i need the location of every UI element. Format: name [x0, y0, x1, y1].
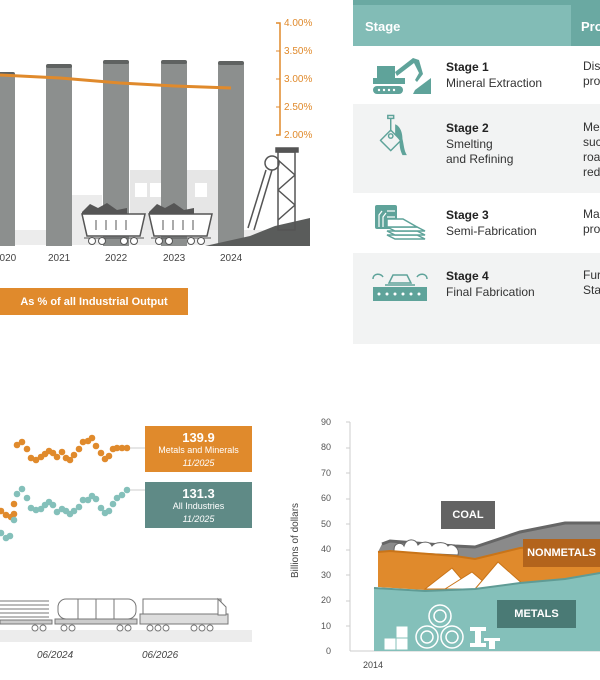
y-tick: 80 [320, 442, 331, 452]
bar-chart-graphic [0, 22, 310, 246]
y-tick: 90 [320, 417, 331, 427]
metals-label: METALS [497, 600, 576, 628]
bar-2021 [46, 64, 72, 246]
all-industries-label: All Industries [172, 501, 225, 511]
stage-number: Stage 3 [446, 208, 489, 222]
y-tick: 50 [320, 519, 331, 529]
year-label: 2022 [105, 253, 128, 264]
callout-metals-minerals: 139.9 Metals and Minerals 11/2025 [145, 426, 252, 472]
header-process: Pro [571, 5, 600, 46]
y-tick: 0 [325, 646, 331, 656]
stage-number: Stage 1 [446, 60, 489, 74]
y2-tick: 3.50% [284, 46, 313, 57]
year-label: 2024 [220, 253, 243, 264]
bar-2024 [218, 61, 244, 246]
bar-2020 [0, 72, 15, 246]
circuit-sheets-icon [375, 205, 426, 240]
y-tick: 70 [320, 468, 331, 478]
x-tick: 06/2026 [142, 650, 179, 661]
table-row: Stage 3 Semi-Fabrication Ma pro [353, 193, 600, 253]
stage-name: Semi-Fabrication [446, 224, 537, 238]
legend-percent-output: As % of all Industrial Output [0, 288, 188, 315]
y-tick: 30 [320, 570, 331, 580]
table-row: Stage 2 Smelting and Refining Me suc roa… [353, 104, 600, 192]
year-label: 2021 [48, 253, 71, 264]
header-stage: Stage [365, 19, 401, 34]
assembly-line-car-icon [372, 273, 428, 301]
mine-headframe-icon [247, 147, 299, 231]
stage-name: Smelting and Refining [446, 137, 514, 166]
index-dot-plot [0, 434, 252, 642]
y-tick: 60 [320, 493, 331, 503]
callout-all-industries: 131.3 All Industries 11/2025 [145, 482, 252, 528]
y2-tick: 4.00% [284, 18, 313, 29]
stage-name: Mineral Extraction [446, 76, 543, 90]
y-tick: 20 [320, 595, 331, 605]
index-chart: 139.9 Metals and Minerals 11/2025 131.3 … [0, 400, 280, 680]
stage-name: Final Fabrication [446, 285, 535, 299]
excavator-icon [373, 58, 431, 94]
table-header: Stage Pro [353, 0, 600, 46]
metals-label: Metals and Minerals [158, 445, 239, 455]
stage-number: Stage 2 [446, 121, 489, 135]
table-row: Stage 1 Mineral Extraction Dis pro [353, 46, 600, 104]
y2-tick: 3.00% [284, 74, 313, 85]
nonmetals-label: NONMETALS [523, 539, 600, 567]
y-tick: 40 [320, 544, 331, 554]
smelting-ladle-icon [379, 114, 407, 156]
all-industries-date: 11/2025 [182, 514, 215, 524]
stage-description: Me suc roa red [583, 120, 600, 179]
stage-description: Ma pro [583, 207, 600, 236]
x-tick: 2014 [363, 660, 384, 670]
x-tick: 06/2024 [37, 650, 74, 661]
metals-value: 139.9 [182, 430, 215, 445]
all-industries-value: 131.3 [182, 486, 215, 501]
stage-table: Stage Pro Stage 1 Mineral Extraction Dis… [353, 0, 600, 344]
train-icon [0, 597, 229, 632]
coal-cart-icon [148, 203, 213, 245]
stage-number: Stage 4 [446, 269, 489, 283]
y2-tick: 2.50% [284, 102, 313, 113]
coal-cart-icon [81, 203, 146, 245]
stage-description: Fur Sta [583, 268, 600, 297]
metals-date: 11/2025 [182, 458, 215, 468]
table-row: Stage 4 Final Fabrication Fur Sta [353, 253, 600, 344]
percent-line [0, 73, 232, 90]
coal-label: COAL [441, 501, 495, 529]
revenue-area-chart: Billions of dollars 90 80 70 60 50 40 30… [280, 400, 600, 680]
stage-description: Dis pro [583, 59, 600, 88]
y-tick: 10 [320, 621, 331, 631]
metals-series-dots [0, 434, 131, 521]
all-industries-series-dots [0, 485, 131, 542]
year-label: 2023 [163, 253, 186, 264]
y2-tick: 2.00% [284, 130, 313, 141]
